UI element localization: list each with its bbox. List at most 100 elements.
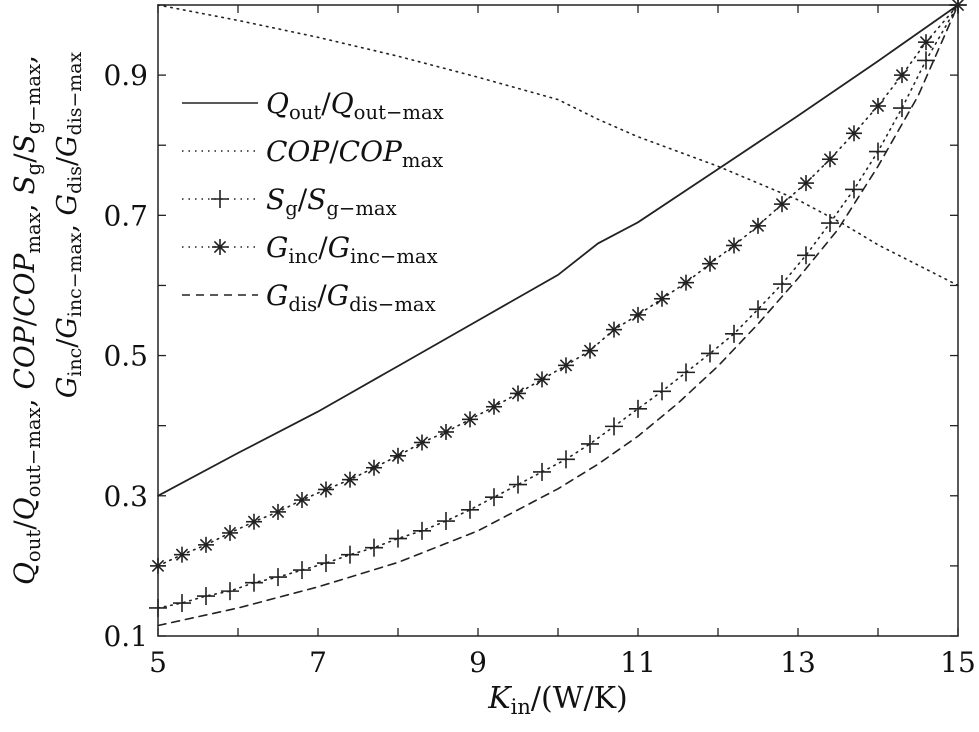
subscript-text: out−max bbox=[354, 101, 444, 124]
plus-marker bbox=[605, 417, 623, 436]
star-marker bbox=[798, 175, 814, 192]
star-marker bbox=[846, 125, 862, 142]
plus-marker bbox=[413, 521, 431, 540]
plus-marker bbox=[797, 246, 815, 265]
series-layer bbox=[149, 0, 967, 627]
label-text: G bbox=[266, 279, 288, 312]
star-marker bbox=[366, 459, 382, 476]
label-text: / bbox=[8, 316, 41, 326]
star-marker bbox=[534, 371, 550, 388]
series-1 bbox=[157, 4, 959, 287]
plus-marker bbox=[773, 275, 791, 294]
plus-marker bbox=[581, 434, 599, 453]
label-text: / bbox=[317, 279, 327, 312]
label-text: G bbox=[266, 231, 288, 264]
star-marker bbox=[750, 217, 766, 234]
star-marker bbox=[462, 411, 478, 428]
label-text: / bbox=[321, 87, 331, 120]
star-marker bbox=[438, 423, 454, 440]
legend-entry: Sg/Sg−max bbox=[182, 183, 397, 220]
label-text: , bbox=[8, 390, 41, 408]
label-text: COP bbox=[266, 135, 330, 168]
label-text: , bbox=[8, 55, 41, 64]
label-text: S bbox=[8, 175, 41, 194]
label-text: COP bbox=[339, 135, 403, 168]
subscript-text: dis bbox=[288, 293, 317, 316]
plus-marker bbox=[437, 512, 455, 531]
plus-marker bbox=[869, 142, 887, 161]
plus-marker bbox=[749, 300, 767, 319]
star-marker bbox=[726, 237, 742, 254]
label-text: / bbox=[329, 135, 339, 168]
subscript-text: inc−max bbox=[350, 245, 438, 268]
y-axis-label-line: Ginc/Ginc−max, Gdis/Gdis−max bbox=[52, 52, 86, 399]
star-marker bbox=[270, 503, 286, 520]
plus-marker-icon bbox=[211, 190, 229, 208]
plus-marker bbox=[317, 554, 335, 573]
y-tick-label: 0.5 bbox=[103, 340, 148, 373]
plus-marker bbox=[245, 573, 263, 592]
x-axis-label: Kin/(W/K) bbox=[487, 681, 628, 719]
subscript-text: g bbox=[22, 163, 45, 176]
star-marker bbox=[414, 434, 430, 451]
star-marker bbox=[342, 471, 358, 488]
legend-label: COP/COPmax bbox=[266, 135, 443, 172]
label-text: Q bbox=[331, 87, 354, 120]
star-marker bbox=[630, 306, 646, 323]
subscript-text: g bbox=[285, 197, 298, 220]
label-text: K bbox=[487, 681, 512, 716]
star-marker bbox=[894, 67, 910, 84]
subscript-text: dis bbox=[64, 166, 86, 194]
series-line bbox=[157, 4, 959, 627]
label-text: , bbox=[52, 215, 83, 232]
star-marker bbox=[318, 481, 334, 498]
subscript-text: out bbox=[289, 101, 321, 124]
star-marker bbox=[222, 524, 238, 541]
star-marker bbox=[558, 357, 574, 374]
label-text: Q bbox=[266, 87, 289, 120]
subscript-text: out−max bbox=[22, 407, 45, 497]
subscript-text: inc−max bbox=[64, 232, 86, 317]
label-text: G bbox=[52, 194, 83, 216]
plus-marker bbox=[341, 545, 359, 564]
plus-marker bbox=[917, 51, 935, 70]
label-text: / bbox=[8, 520, 41, 530]
label-text: G bbox=[52, 377, 83, 399]
star-marker bbox=[198, 536, 214, 553]
legend-entry: Qout/Qout−max bbox=[182, 87, 444, 124]
subscript-text: in bbox=[511, 695, 531, 719]
y-tick-label: 0.7 bbox=[103, 199, 148, 232]
subscript-text: max bbox=[22, 212, 45, 253]
star-marker bbox=[870, 97, 886, 114]
label-text: S bbox=[266, 183, 285, 216]
star-marker bbox=[510, 385, 526, 402]
series-line bbox=[157, 4, 959, 567]
tick-labels: 5 7 9 11 13 15 0.1 0.3 0.5 0.7 0.9 bbox=[103, 59, 975, 679]
star-marker bbox=[774, 196, 790, 213]
subscript-text: inc bbox=[288, 245, 318, 268]
star-marker bbox=[606, 321, 622, 338]
plus-marker bbox=[629, 399, 647, 418]
subscript-text: max bbox=[402, 149, 443, 172]
plus-marker bbox=[485, 488, 503, 507]
star-marker bbox=[582, 342, 598, 359]
plus-marker bbox=[461, 500, 479, 519]
star-marker bbox=[486, 398, 502, 415]
label-text: / bbox=[8, 153, 41, 163]
legend-label: Qout/Qout−max bbox=[266, 87, 444, 124]
star-marker bbox=[174, 546, 190, 563]
star-marker bbox=[246, 513, 262, 530]
legend-entry: Ginc/Ginc−max bbox=[182, 231, 438, 268]
x-tick-label: 9 bbox=[469, 646, 487, 679]
label-text: Q bbox=[8, 562, 41, 585]
y-axis-label-line: Qout/Qout−max, COP/COPmax, Sg/Sg−max, bbox=[8, 55, 45, 585]
label-text: / bbox=[52, 338, 83, 348]
x-tick-label: 11 bbox=[620, 646, 656, 679]
plus-marker bbox=[221, 582, 239, 601]
label-text: Q bbox=[8, 497, 41, 520]
subscript-text: inc bbox=[64, 348, 86, 377]
y-tick-label: 0.3 bbox=[103, 480, 148, 513]
label-text: /(W/K) bbox=[531, 681, 628, 716]
label-text: G bbox=[52, 135, 83, 157]
